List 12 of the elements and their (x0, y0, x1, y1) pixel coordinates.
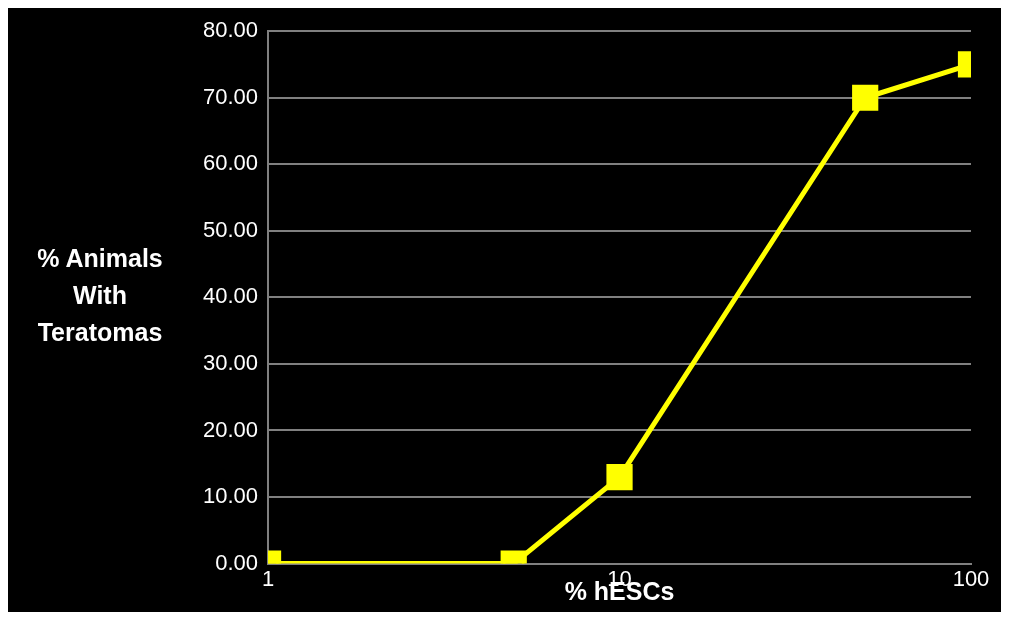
y-tick-label: 60.00 (202, 150, 259, 176)
y-tick-label: 70.00 (202, 83, 259, 109)
x-tick-label: 100 (952, 565, 990, 591)
y-tick-label: 30.00 (202, 350, 259, 376)
x-tick-label: 1 (261, 565, 275, 591)
y-tick-label: 10.00 (202, 483, 259, 509)
y-axis-title: % Animals With Teratomas (37, 244, 163, 347)
y-tick-label: 40.00 (202, 283, 259, 309)
y-tick-label: 20.00 (202, 416, 259, 442)
y-tick-label: 0.00 (215, 549, 259, 575)
y-tick-label: 80.00 (202, 17, 259, 43)
y-tick-label: 50.00 (202, 216, 259, 242)
